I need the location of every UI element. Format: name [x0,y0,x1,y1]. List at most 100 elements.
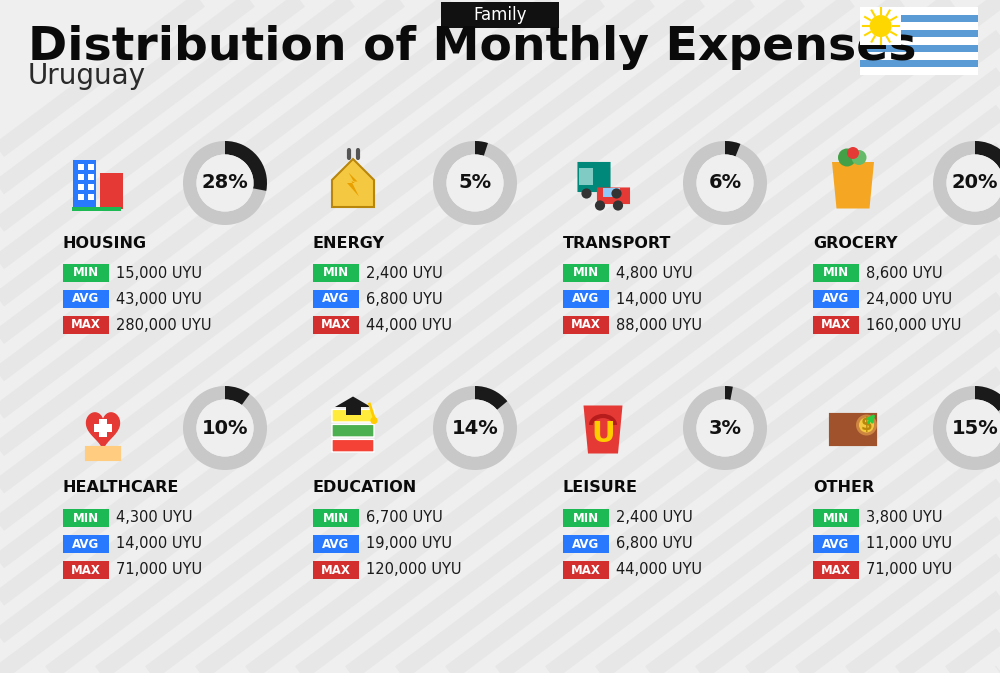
FancyBboxPatch shape [313,561,359,579]
Wedge shape [433,386,517,470]
Bar [94,425,112,431]
Text: MIN: MIN [573,267,599,279]
Text: AVG: AVG [822,293,850,306]
Text: 10%: 10% [202,419,248,437]
Bar [860,59,978,67]
Bar [78,164,84,170]
Text: 2,400 UYU: 2,400 UYU [616,511,693,526]
FancyBboxPatch shape [63,316,109,334]
Text: MIN: MIN [823,267,849,279]
Circle shape [870,15,892,37]
Text: MIN: MIN [323,511,349,524]
Text: 14,000 UYU: 14,000 UYU [116,536,202,551]
Text: MAX: MAX [571,563,601,577]
Text: 120,000 UYU: 120,000 UYU [366,563,462,577]
Bar [860,52,978,60]
Bar [579,168,592,184]
Bar [78,194,84,199]
Text: ENERGY: ENERGY [313,236,385,250]
Text: 6,700 UYU: 6,700 UYU [366,511,443,526]
Text: AVG: AVG [572,293,600,306]
Circle shape [370,417,378,424]
Bar [100,173,123,209]
Text: MIN: MIN [73,267,99,279]
Text: 20%: 20% [952,174,998,192]
Text: 24,000 UYU: 24,000 UYU [866,291,952,306]
Text: 14,000 UYU: 14,000 UYU [616,291,702,306]
FancyBboxPatch shape [813,316,859,334]
Wedge shape [475,386,507,410]
Text: 28%: 28% [202,174,248,192]
FancyBboxPatch shape [577,162,611,192]
Text: HEALTHCARE: HEALTHCARE [63,481,179,495]
Text: MAX: MAX [821,318,851,332]
Text: MAX: MAX [321,318,351,332]
Circle shape [196,154,254,211]
Text: MIN: MIN [323,267,349,279]
Bar [860,29,978,37]
Circle shape [847,147,859,159]
Bar [72,207,121,211]
Text: 44,000 UYU: 44,000 UYU [616,563,702,577]
Text: MIN: MIN [573,511,599,524]
Text: MIN: MIN [823,511,849,524]
Text: 71,000 UYU: 71,000 UYU [116,563,202,577]
Text: 3,800 UYU: 3,800 UYU [866,511,942,526]
Bar [860,14,978,22]
Text: AVG: AVG [322,293,350,306]
Text: 15,000 UYU: 15,000 UYU [116,266,202,281]
Wedge shape [975,141,1000,174]
Bar [346,406,360,415]
Bar [860,7,978,15]
FancyBboxPatch shape [332,439,374,452]
Polygon shape [335,396,371,407]
FancyBboxPatch shape [597,188,630,204]
Polygon shape [332,159,374,207]
FancyBboxPatch shape [313,264,359,282]
FancyBboxPatch shape [63,290,109,308]
Text: 88,000 UYU: 88,000 UYU [616,318,702,332]
Bar [88,164,94,170]
Text: MIN: MIN [73,511,99,524]
Bar [88,174,94,180]
Text: U: U [591,420,615,448]
Circle shape [446,154,504,211]
Bar [860,37,978,45]
Text: AVG: AVG [572,538,600,551]
Polygon shape [87,413,119,450]
Text: AVG: AVG [822,538,850,551]
Wedge shape [433,141,517,225]
Wedge shape [475,141,488,156]
Text: LEISURE: LEISURE [563,481,638,495]
Circle shape [859,417,874,433]
Text: $: $ [861,416,872,434]
Text: 14%: 14% [452,419,498,437]
Bar [88,184,94,190]
Circle shape [581,188,592,199]
FancyBboxPatch shape [563,535,609,553]
Text: Family: Family [473,6,527,24]
FancyBboxPatch shape [563,316,609,334]
Text: 15%: 15% [952,419,998,437]
FancyBboxPatch shape [563,264,609,282]
Text: TRANSPORT: TRANSPORT [563,236,671,250]
FancyBboxPatch shape [813,290,859,308]
Text: 11,000 UYU: 11,000 UYU [866,536,952,551]
Circle shape [611,188,622,199]
Wedge shape [725,141,740,156]
Text: 43,000 UYU: 43,000 UYU [116,291,202,306]
Polygon shape [347,172,359,197]
Text: Distribution of Monthly Expenses: Distribution of Monthly Expenses [28,26,916,71]
FancyBboxPatch shape [332,409,374,422]
Text: AVG: AVG [72,293,100,306]
Bar [99,419,107,437]
FancyBboxPatch shape [85,446,121,461]
FancyBboxPatch shape [332,425,374,437]
Wedge shape [183,141,267,225]
Circle shape [613,201,623,211]
Wedge shape [683,141,767,225]
Text: Uruguay: Uruguay [28,62,146,90]
Bar [860,7,901,45]
Polygon shape [832,162,874,209]
Wedge shape [683,386,767,470]
